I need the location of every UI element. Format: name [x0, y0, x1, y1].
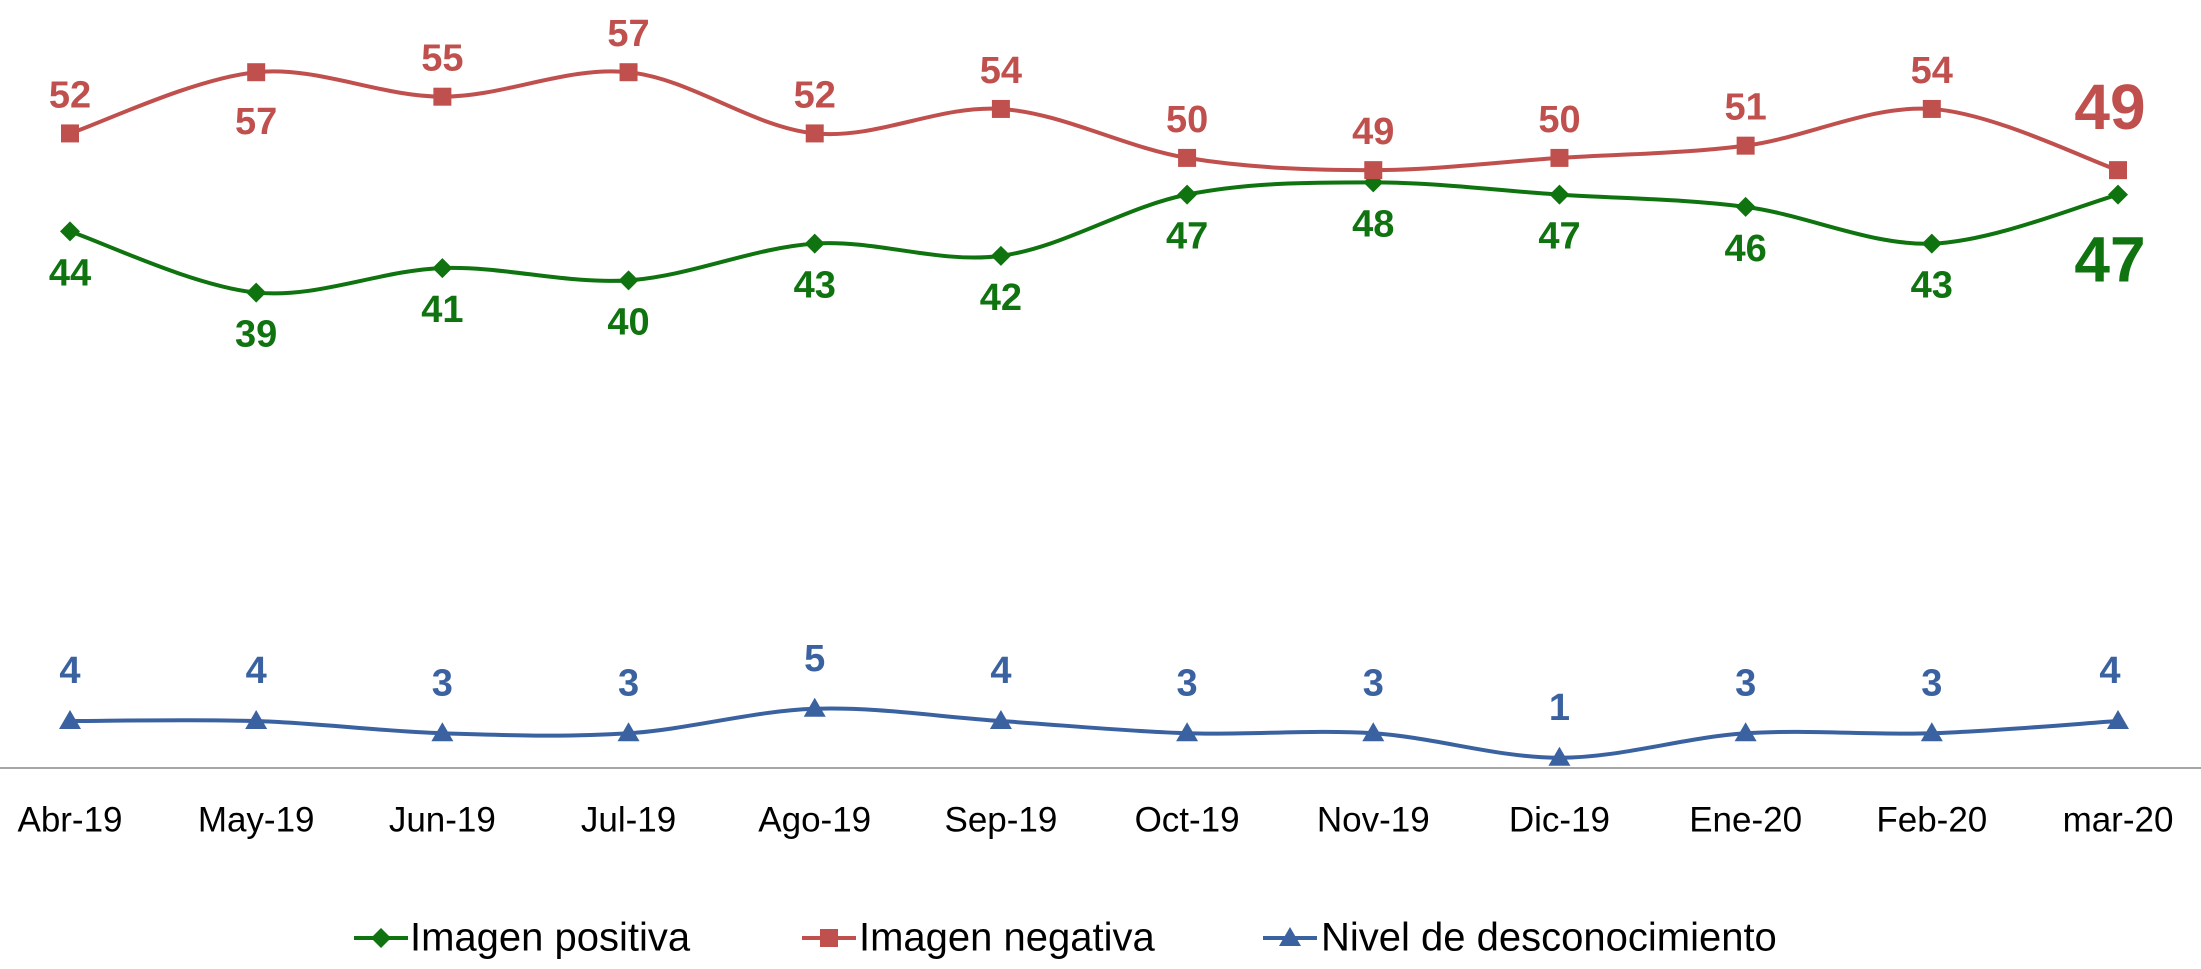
data-label: 47 [2074, 224, 2145, 296]
data-label: 50 [1166, 99, 1208, 141]
data-marker [619, 63, 638, 82]
series-line [69, 706, 2119, 760]
data-marker [2107, 710, 2129, 730]
data-label: 5 [804, 638, 825, 680]
data-label: 51 [1724, 87, 1766, 129]
data-label: 40 [607, 301, 649, 343]
data-label: 4 [246, 650, 267, 692]
data-label: 49 [1352, 111, 1394, 153]
data-label: 3 [1177, 662, 1198, 704]
data-label: 43 [794, 265, 836, 307]
x-tick-label: Ene-20 [1689, 800, 1802, 839]
data-label: 55 [421, 38, 463, 80]
data-label: 49 [2074, 71, 2145, 143]
data-marker [1178, 148, 1197, 167]
data-marker [1364, 161, 1383, 180]
x-tick-label: Jun-19 [389, 800, 496, 839]
data-label: 52 [794, 74, 836, 116]
data-label: 54 [980, 50, 1022, 92]
data-label: 3 [1921, 662, 1942, 704]
x-tick-label: Sep-19 [944, 800, 1057, 839]
data-marker [1922, 99, 1941, 118]
legend-marker [1279, 927, 1301, 946]
data-marker [431, 722, 454, 742]
data-marker [991, 99, 1010, 118]
data-label: 54 [1911, 50, 1953, 92]
data-marker [1921, 233, 1942, 254]
data-marker [1734, 722, 1757, 742]
legend-label: Imagen positiva [410, 916, 691, 960]
data-label: 4 [2099, 650, 2120, 692]
data-marker [61, 124, 79, 143]
data-label: 47 [1538, 216, 1580, 258]
data-marker [1362, 722, 1385, 742]
data-label: 3 [618, 662, 639, 704]
data-label: 50 [1538, 99, 1580, 141]
data-label: 41 [421, 289, 463, 331]
data-marker [2109, 161, 2127, 180]
data-marker [2108, 184, 2128, 205]
data-marker [247, 63, 266, 82]
data-label: 3 [1735, 662, 1756, 704]
data-marker [1176, 722, 1199, 742]
data-marker [617, 722, 640, 742]
data-marker [432, 258, 453, 279]
data-marker [1549, 184, 1570, 205]
data-marker [60, 221, 80, 242]
data-label: 43 [1911, 265, 1953, 307]
data-label: 57 [235, 101, 277, 143]
data-label: 44 [49, 252, 91, 294]
x-tick-label: Abr-19 [17, 800, 122, 839]
data-label: 52 [49, 74, 91, 116]
series-line [69, 69, 2119, 173]
data-label: 47 [1166, 216, 1208, 258]
data-marker [245, 710, 268, 730]
x-tick-label: Dic-19 [1509, 800, 1610, 839]
data-label: 3 [1363, 662, 1384, 704]
data-label: 46 [1724, 228, 1766, 270]
data-marker [1735, 196, 1756, 217]
legend-marker [820, 929, 838, 947]
data-marker [59, 710, 81, 730]
data-label: 4 [59, 650, 80, 692]
data-label: 4 [990, 650, 1011, 692]
x-tick-label: mar-20 [2063, 800, 2174, 839]
data-label: 39 [235, 314, 277, 356]
data-marker [1550, 148, 1569, 167]
data-marker [618, 270, 639, 291]
data-marker [1548, 746, 1571, 766]
x-tick-label: Nov-19 [1317, 800, 1430, 839]
legend-label: Nivel de desconocimiento [1321, 916, 1777, 960]
data-label: 48 [1352, 203, 1394, 245]
data-marker [989, 710, 1012, 730]
series-line [69, 180, 2119, 296]
data-marker [805, 124, 824, 143]
x-tick-label: Oct-19 [1135, 800, 1240, 839]
x-tick-label: Ago-19 [758, 800, 871, 839]
data-marker [1177, 184, 1198, 205]
data-label: 57 [607, 13, 649, 55]
data-marker [433, 87, 452, 106]
data-label: 3 [432, 662, 453, 704]
data-marker [1736, 136, 1755, 155]
x-tick-label: May-19 [198, 800, 315, 839]
data-label: 42 [980, 277, 1022, 319]
data-label: 1 [1549, 687, 1570, 729]
x-tick-label: Feb-20 [1876, 800, 1987, 839]
data-marker [990, 245, 1011, 266]
data-marker [803, 697, 826, 717]
data-marker [804, 233, 825, 254]
data-marker [246, 282, 267, 303]
legend-marker [371, 928, 391, 948]
x-tick-label: Jul-19 [581, 800, 676, 839]
data-marker [1920, 722, 1943, 742]
legend-label: Imagen negativa [859, 916, 1156, 960]
